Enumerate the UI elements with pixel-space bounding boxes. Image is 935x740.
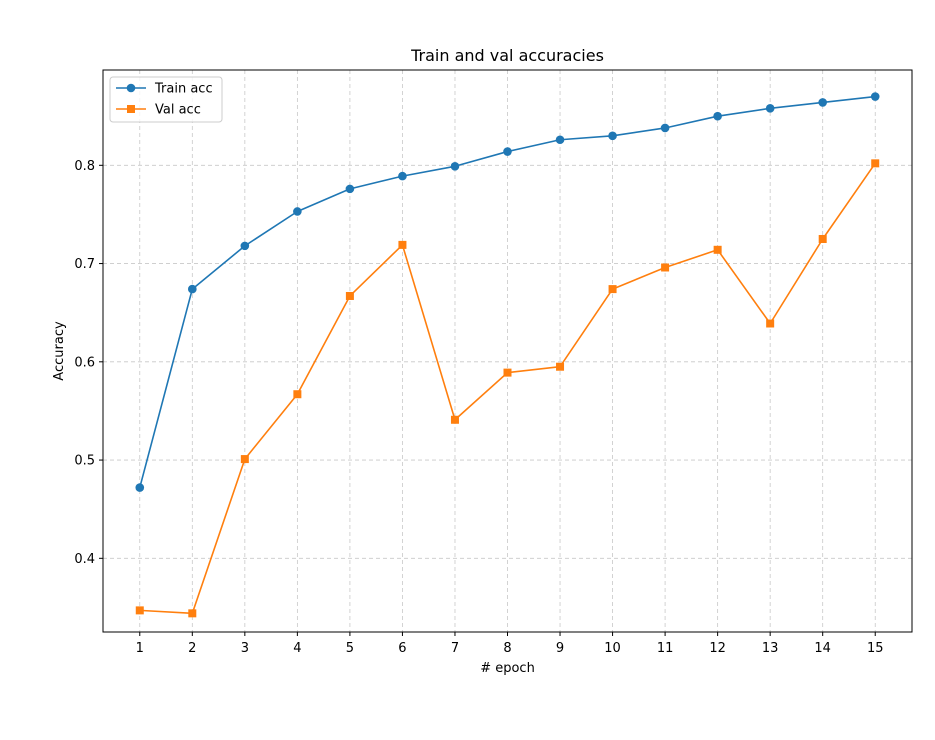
x-tick-label: 9: [556, 641, 564, 656]
data-point: [188, 609, 197, 618]
data-point: [713, 245, 722, 254]
data-point: [345, 291, 354, 300]
x-axis-label: # epoch: [480, 661, 535, 676]
legend-label: Train acc: [154, 82, 213, 97]
data-point: [608, 131, 617, 141]
data-point: [503, 368, 512, 377]
data-point: [766, 319, 775, 328]
x-tick-label: 4: [293, 641, 301, 656]
x-tick-label: 11: [657, 641, 674, 656]
y-tick-label: 0.6: [74, 355, 95, 370]
y-axis-label: Accuracy: [52, 321, 67, 381]
data-point: [450, 161, 460, 171]
data-point: [871, 159, 880, 168]
data-point: [503, 147, 512, 156]
x-tick-label: 12: [709, 641, 726, 656]
y-axis-ticks: 0.4 0.5 0.6 0.7 0.8: [74, 159, 103, 567]
y-tick-label: 0.8: [74, 159, 95, 174]
x-tick-label: 14: [814, 641, 831, 656]
data-point: [398, 240, 407, 249]
data-point: [293, 390, 302, 399]
x-tick-label: 15: [867, 641, 884, 656]
data-point: [661, 263, 670, 272]
data-point: [345, 184, 355, 194]
data-point: [870, 92, 880, 101]
y-tick-label: 0.5: [74, 454, 95, 469]
data-point: [240, 455, 249, 464]
x-tick-label: 13: [762, 641, 779, 656]
series-train-acc: [135, 92, 880, 492]
data-point: [660, 123, 670, 133]
series-layer: [135, 92, 880, 618]
data-point: [450, 415, 459, 424]
x-tick-label: 6: [398, 641, 406, 656]
x-tick-label: 1: [136, 641, 144, 656]
data-point: [608, 285, 617, 294]
data-point: [556, 362, 565, 371]
x-axis-ticks: 1 2 3 4 5 6 7 8 9 10 11 12 13 14 15: [136, 632, 884, 656]
data-point: [188, 284, 197, 294]
x-tick-label: 5: [346, 641, 354, 656]
legend: Train acc Val acc: [109, 76, 223, 123]
x-tick-label: 8: [503, 641, 511, 656]
legend-entries: Train acc Val acc: [116, 82, 213, 118]
x-tick-label: 7: [451, 641, 459, 656]
data-point: [135, 483, 145, 492]
legend-marker: [126, 83, 136, 93]
x-tick-label: 2: [188, 641, 196, 656]
data-point: [818, 234, 827, 243]
data-point: [293, 207, 302, 216]
data-point: [818, 98, 827, 107]
series-val-acc: [135, 159, 880, 618]
y-tick-label: 0.4: [74, 552, 95, 567]
y-tick-label: 0.7: [74, 257, 95, 272]
legend-label: Val acc: [155, 103, 201, 118]
x-tick-label: 3: [241, 641, 249, 656]
data-point: [555, 135, 565, 145]
data-point: [713, 111, 722, 121]
x-tick-label: 10: [604, 641, 621, 656]
data-point: [398, 171, 407, 181]
data-point: [240, 241, 250, 251]
data-point: [135, 606, 144, 615]
legend-marker: [127, 105, 135, 113]
chart-title: Train and val accuracies: [410, 46, 604, 65]
data-point: [765, 104, 775, 113]
